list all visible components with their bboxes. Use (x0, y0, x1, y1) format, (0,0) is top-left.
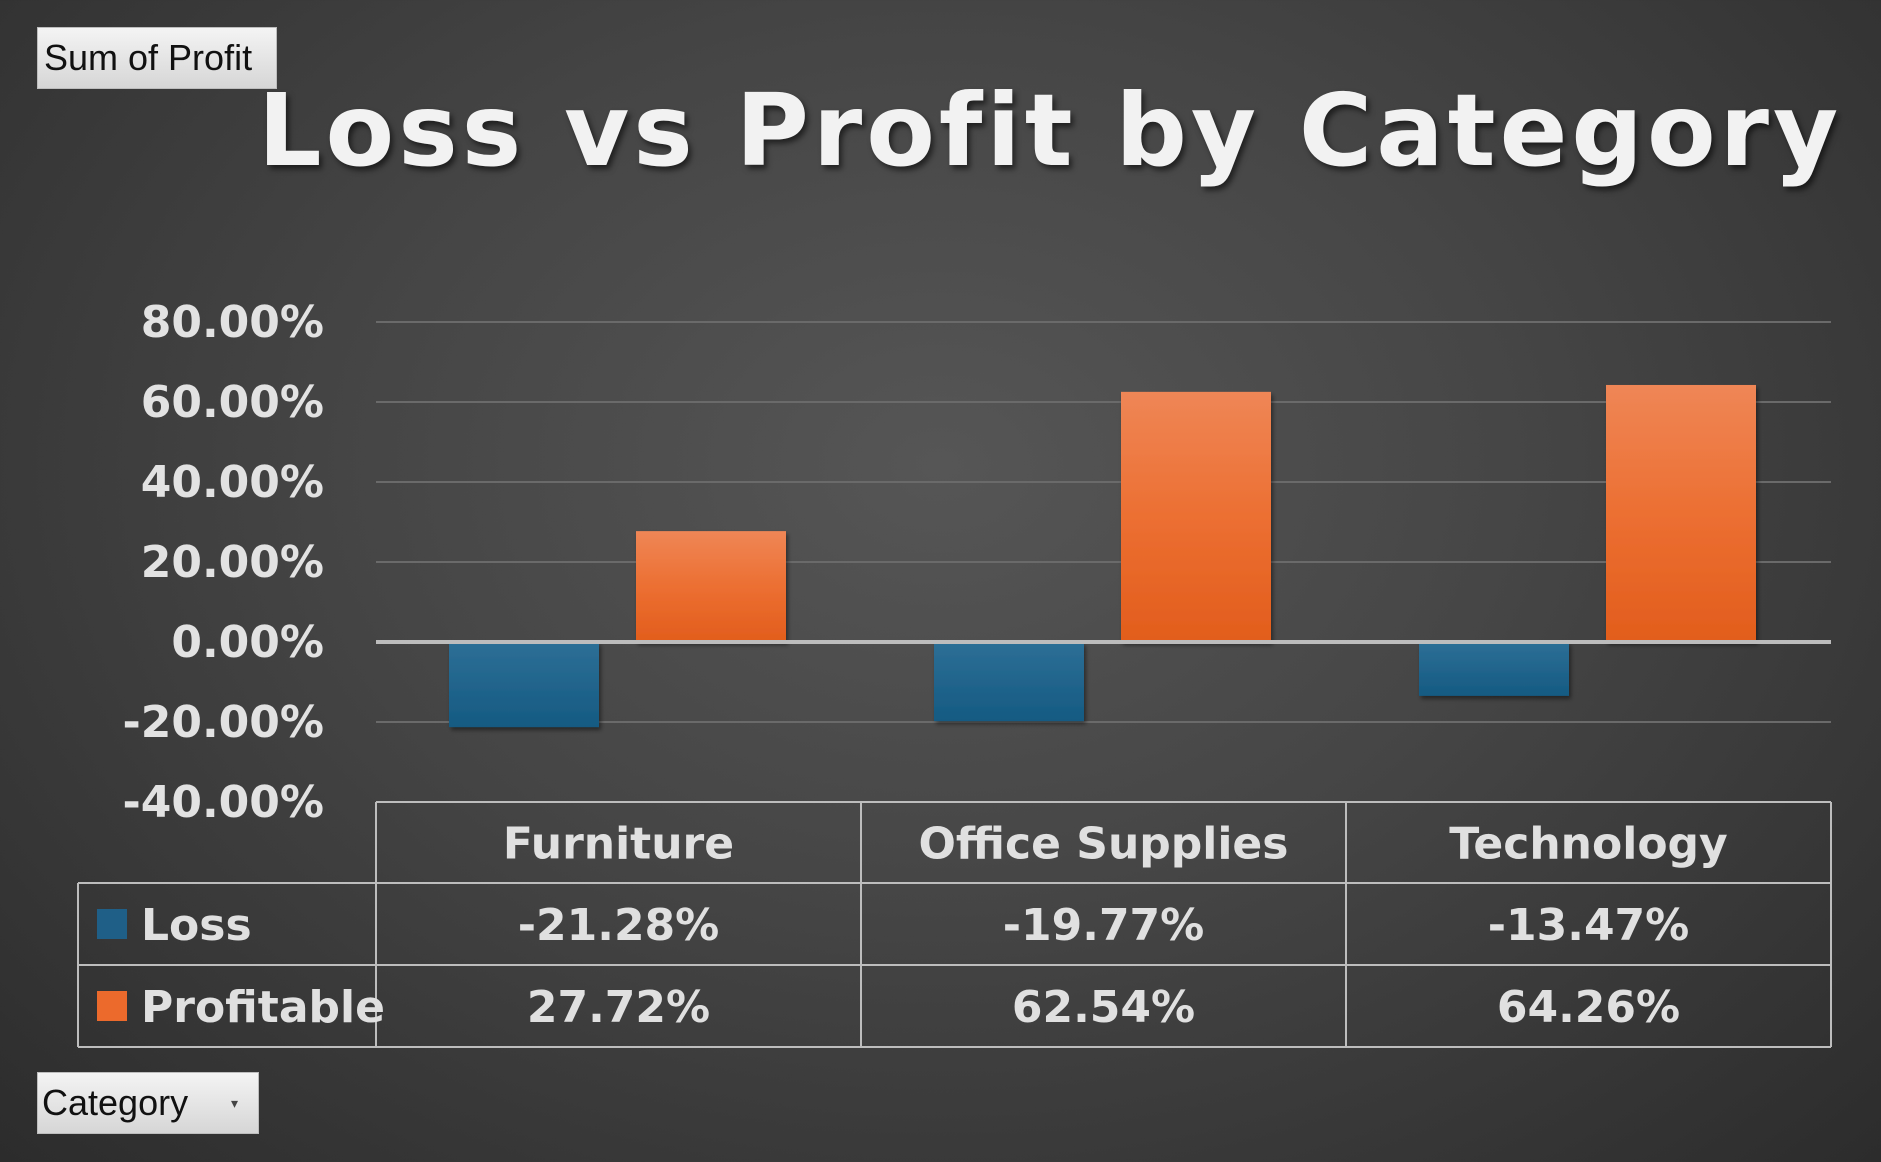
data-table: Furniture Office Supplies Technology Loss -2… (77, 801, 1832, 1048)
axis-field-label: Category (42, 1082, 189, 1123)
y-axis-tick-labels: 80.00% 60.00% 40.00% 20.00% 0.00% -20.00% -40.… (122, 297, 324, 828)
data-label: -19.77% (1003, 900, 1205, 951)
bar-profitable-furniture (636, 531, 786, 642)
data-label: 27.72% (527, 982, 710, 1033)
bar-profitable-technology (1606, 384, 1756, 642)
bars (449, 384, 1756, 728)
y-tick-label: 80.00% (141, 297, 324, 348)
legend-key-loss (97, 909, 127, 939)
y-tick-label: 40.00% (141, 457, 324, 508)
y-tick-label: 0.00% (171, 617, 324, 668)
bar-loss-furniture (449, 642, 599, 728)
y-tick-label: -20.00% (122, 697, 324, 748)
data-label: 64.26% (1497, 982, 1680, 1033)
value-field-label: Sum of Profit (44, 37, 253, 78)
y-tick-label: 60.00% (141, 377, 324, 428)
category-label: Office Supplies (919, 819, 1289, 870)
bar-profitable-office-supplies (1121, 391, 1271, 642)
bar-loss-technology (1419, 642, 1569, 696)
dropdown-arrow-icon[interactable]: ▾ (230, 1094, 238, 1111)
legend-key-profitable (97, 991, 127, 1021)
y-tick-label: 20.00% (141, 537, 324, 588)
data-label: 62.54% (1012, 982, 1195, 1033)
bar-loss-office-supplies (934, 642, 1084, 722)
sum-of-profit-field-button[interactable]: Sum of Profit (37, 27, 277, 89)
y-tick-label: -40.00% (122, 777, 324, 828)
series-name: Loss (141, 900, 252, 951)
category-label: Technology (1449, 819, 1727, 870)
series-name: Profitable (141, 982, 385, 1033)
chart-title: Loss vs Profit by Category (257, 72, 1843, 189)
gridlines (376, 321, 1831, 723)
category-label: Furniture (503, 819, 734, 870)
data-label: -13.47% (1488, 900, 1690, 951)
data-label: -21.28% (518, 900, 720, 951)
category-field-button[interactable]: Category ▾ (37, 1072, 259, 1134)
